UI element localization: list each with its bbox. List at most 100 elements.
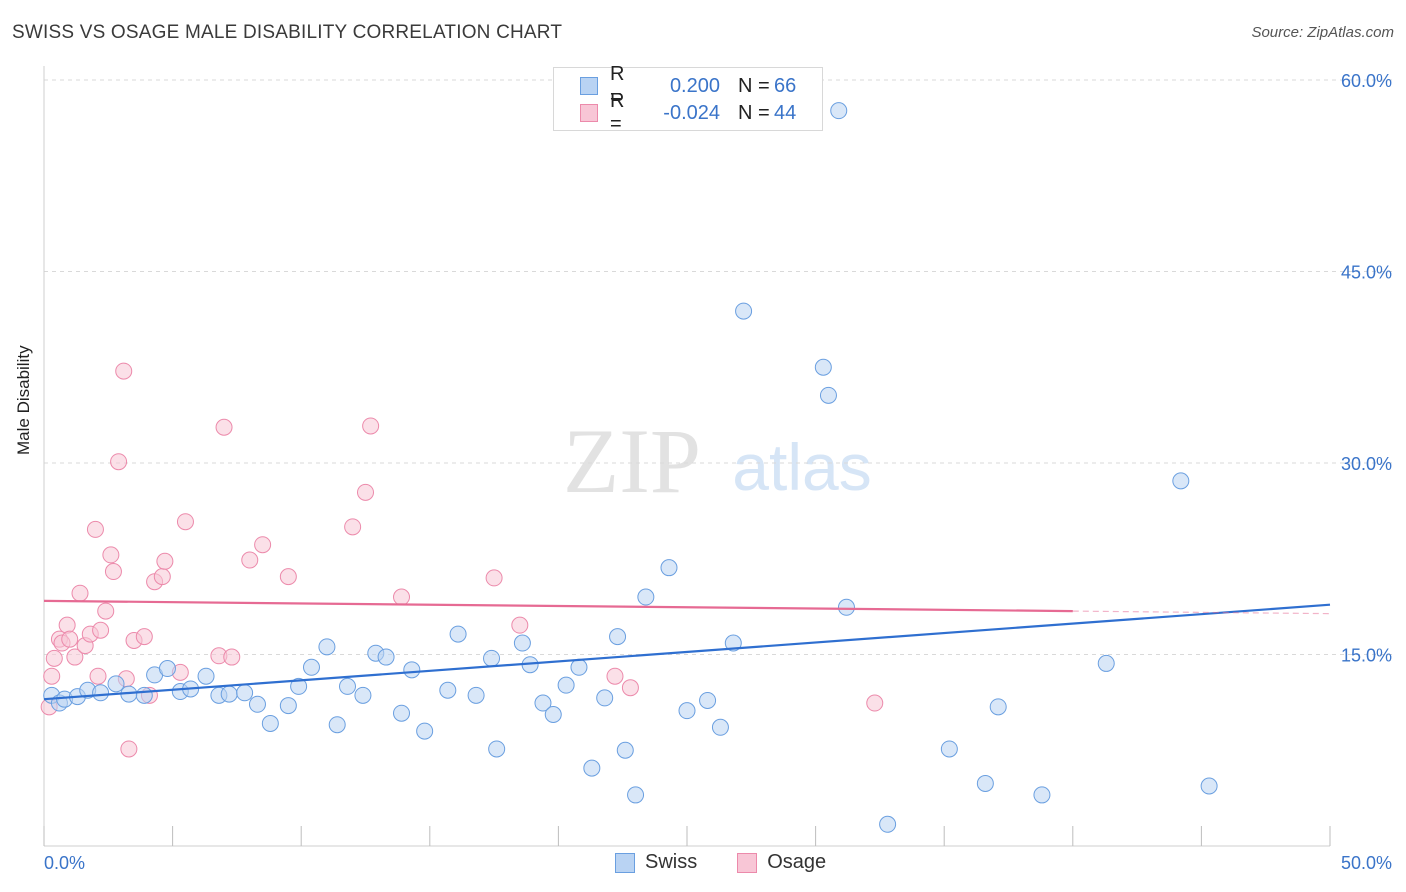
swiss-point [583, 759, 601, 777]
osage-point [362, 417, 380, 435]
n-value: 44 [774, 101, 797, 124]
swiss-swatch [615, 852, 635, 873]
legend-label-swiss: Swiss [645, 851, 698, 873]
swiss-point [513, 634, 531, 652]
x-tick-label: 0.0% [44, 853, 85, 873]
source-label: Source: ZipAtlas.com [1251, 24, 1394, 41]
swiss-point [135, 686, 153, 704]
swiss-point [92, 684, 110, 702]
osage-point [61, 630, 79, 648]
osage-point [156, 552, 174, 570]
swiss-point [596, 689, 614, 707]
swiss-point [449, 625, 467, 643]
swiss-point [328, 716, 346, 734]
swiss-point [1200, 777, 1218, 795]
osage-swatch [580, 104, 598, 122]
swiss-point [830, 102, 848, 120]
legend-item-swiss[interactable]: Swiss [615, 851, 697, 874]
swiss-point [377, 648, 395, 666]
osage-point [866, 694, 884, 712]
osage-point [71, 584, 89, 602]
r-value: 0.200 [669, 74, 720, 97]
osage-point [89, 667, 107, 685]
swiss-point [302, 658, 320, 676]
osage-point [606, 667, 624, 685]
osage-point [223, 648, 241, 666]
swiss-point [483, 649, 501, 667]
swiss-point [220, 685, 238, 703]
watermark: ZIP atlas [563, 410, 872, 512]
osage-point [241, 551, 259, 569]
watermark-zip: ZIP [563, 410, 701, 512]
swiss-point [609, 628, 627, 646]
trend-line-osage [1072, 610, 1331, 615]
swiss-point [318, 638, 336, 656]
swiss-point [989, 698, 1007, 716]
swiss-point [976, 774, 994, 792]
r-value: -0.024 [663, 101, 720, 124]
osage-point [621, 679, 639, 697]
swiss-point [557, 676, 575, 694]
y-tick-label: 15.0% [1341, 646, 1392, 666]
swiss-point [1097, 654, 1115, 672]
osage-point [97, 602, 115, 620]
osage-point [120, 740, 138, 758]
osage-point [135, 628, 153, 646]
swiss-point [678, 702, 696, 720]
osage-point [104, 563, 122, 581]
y-tick-label: 45.0% [1341, 263, 1392, 283]
osage-point [485, 569, 503, 587]
swiss-point [940, 740, 958, 758]
osage-point [357, 483, 374, 501]
osage-point [45, 649, 63, 667]
osage-point [102, 546, 120, 564]
osage-point [344, 518, 362, 536]
swiss-point [711, 718, 729, 736]
swiss-swatch [580, 77, 598, 95]
swiss-point [403, 661, 421, 679]
swiss-point [279, 697, 297, 715]
gridlines [44, 79, 1392, 655]
swiss-point [534, 694, 552, 712]
r-label: R = [610, 90, 625, 135]
osage-point [153, 568, 171, 586]
swiss-point [660, 559, 678, 577]
osage-point [115, 362, 133, 380]
swiss-point [735, 302, 753, 320]
swiss-point [570, 658, 588, 676]
legend-item-osage[interactable]: Osage [737, 851, 826, 874]
swiss-point [1172, 472, 1190, 490]
swiss-point [393, 704, 411, 722]
x-tick-label: 50.0% [1341, 853, 1392, 873]
n-label: N = [738, 74, 770, 97]
axes [43, 66, 1331, 847]
osage-swatch [737, 852, 758, 873]
trend-line-swiss [43, 603, 1331, 701]
swiss-point [699, 691, 717, 709]
swiss-point [354, 686, 372, 704]
osage-point [86, 520, 104, 538]
swiss-point [837, 598, 855, 616]
legend-row-swiss: R = 0.200 N = 66 [580, 63, 796, 108]
swiss-point [637, 588, 655, 606]
trend-line-osage [43, 599, 1073, 613]
osage-point [279, 568, 297, 586]
y-tick-label: 60.0% [1341, 71, 1392, 91]
series-legend: Swiss Osage [615, 851, 866, 874]
swiss-point [416, 722, 434, 740]
swiss-point [627, 786, 645, 804]
swiss-point [338, 677, 356, 695]
swiss-point [158, 660, 176, 678]
osage-point [110, 453, 128, 471]
swiss-point [819, 386, 837, 404]
tick-labels: 15.0% 30.0% 45.0% 60.0% 0.0% 50.0% [44, 71, 1392, 873]
watermark-atlas: atlas [732, 430, 871, 504]
swiss-point [261, 714, 279, 732]
n-label: N = [738, 101, 770, 124]
trend-lines [43, 599, 1331, 701]
osage-point [393, 588, 411, 606]
swiss-point [236, 684, 254, 702]
swiss-point [1033, 786, 1051, 804]
osage-point [215, 418, 233, 436]
osage-point [92, 621, 110, 639]
